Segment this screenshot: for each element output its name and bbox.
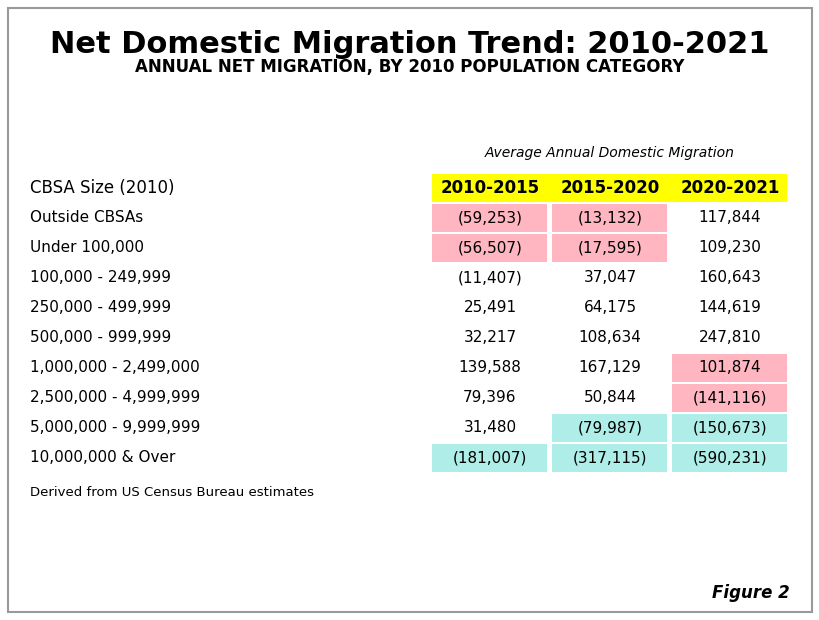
FancyBboxPatch shape (552, 234, 667, 262)
Text: 37,047: 37,047 (583, 270, 636, 285)
Text: 100,000 - 249,999: 100,000 - 249,999 (30, 270, 171, 285)
Text: 50,844: 50,844 (583, 391, 636, 405)
Text: (590,231): (590,231) (692, 451, 767, 466)
Text: (150,673): (150,673) (692, 420, 767, 435)
Text: (141,116): (141,116) (692, 391, 767, 405)
Text: 139,588: 139,588 (458, 360, 521, 376)
Text: 31,480: 31,480 (463, 420, 516, 435)
Text: 64,175: 64,175 (583, 301, 636, 316)
Text: 5,000,000 - 9,999,999: 5,000,000 - 9,999,999 (30, 420, 200, 435)
FancyBboxPatch shape (432, 234, 547, 262)
Text: Figure 2: Figure 2 (712, 584, 789, 602)
FancyBboxPatch shape (552, 414, 667, 442)
Text: 108,634: 108,634 (578, 330, 640, 345)
Text: Net Domestic Migration Trend: 2010-2021: Net Domestic Migration Trend: 2010-2021 (50, 30, 769, 59)
Text: 32,217: 32,217 (463, 330, 516, 345)
Text: 167,129: 167,129 (578, 360, 640, 376)
Text: (317,115): (317,115) (572, 451, 646, 466)
Text: (59,253): (59,253) (457, 211, 522, 226)
Text: (56,507): (56,507) (457, 241, 522, 255)
Text: 2020-2021: 2020-2021 (680, 179, 779, 197)
FancyBboxPatch shape (552, 444, 667, 472)
Text: ANNUAL NET MIGRATION, BY 2010 POPULATION CATEGORY: ANNUAL NET MIGRATION, BY 2010 POPULATION… (135, 58, 684, 76)
Text: Average Annual Domestic Migration: Average Annual Domestic Migration (485, 146, 734, 160)
Text: (11,407): (11,407) (457, 270, 522, 285)
Text: CBSA Size (2010): CBSA Size (2010) (30, 179, 174, 197)
Text: Outside CBSAs: Outside CBSAs (30, 211, 143, 226)
Text: 500,000 - 999,999: 500,000 - 999,999 (30, 330, 171, 345)
Text: 160,643: 160,643 (698, 270, 761, 285)
Text: (79,987): (79,987) (577, 420, 642, 435)
Text: 144,619: 144,619 (698, 301, 761, 316)
Text: (181,007): (181,007) (452, 451, 527, 466)
FancyBboxPatch shape (432, 174, 786, 202)
FancyBboxPatch shape (672, 444, 786, 472)
Text: (17,595): (17,595) (577, 241, 641, 255)
Text: 2,500,000 - 4,999,999: 2,500,000 - 4,999,999 (30, 391, 200, 405)
Text: Under 100,000: Under 100,000 (30, 241, 144, 255)
Text: Derived from US Census Bureau estimates: Derived from US Census Bureau estimates (30, 486, 314, 499)
Text: 25,491: 25,491 (463, 301, 516, 316)
FancyBboxPatch shape (672, 384, 786, 412)
Text: 117,844: 117,844 (698, 211, 760, 226)
Text: 101,874: 101,874 (698, 360, 760, 376)
Text: 79,396: 79,396 (463, 391, 516, 405)
FancyBboxPatch shape (672, 414, 786, 442)
Text: 247,810: 247,810 (698, 330, 760, 345)
FancyBboxPatch shape (432, 444, 547, 472)
Text: 2015-2020: 2015-2020 (559, 179, 658, 197)
FancyBboxPatch shape (672, 354, 786, 382)
Text: 1,000,000 - 2,499,000: 1,000,000 - 2,499,000 (30, 360, 200, 376)
Text: 2010-2015: 2010-2015 (440, 179, 539, 197)
Text: 10,000,000 & Over: 10,000,000 & Over (30, 451, 175, 466)
FancyBboxPatch shape (552, 204, 667, 232)
Text: 250,000 - 499,999: 250,000 - 499,999 (30, 301, 171, 316)
FancyBboxPatch shape (432, 204, 547, 232)
Text: (13,132): (13,132) (577, 211, 642, 226)
Text: 109,230: 109,230 (698, 241, 761, 255)
